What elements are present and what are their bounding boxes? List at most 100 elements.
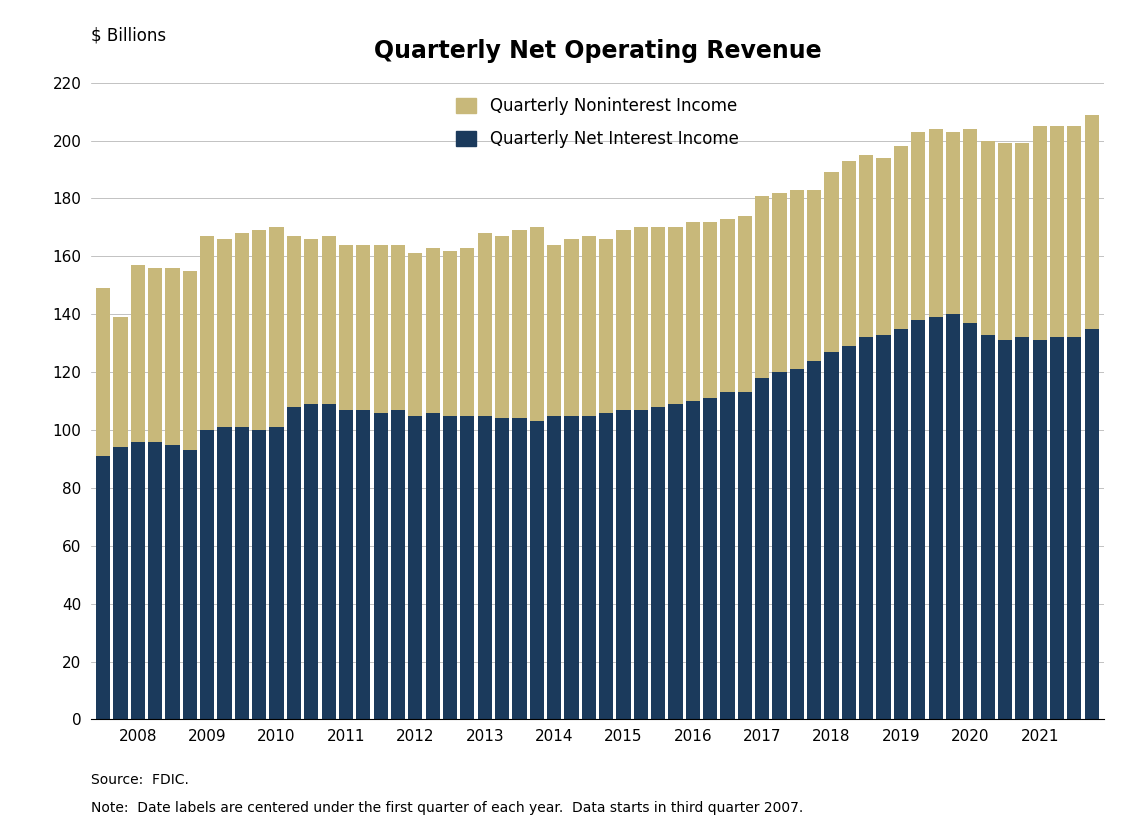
Bar [1050, 337, 1064, 719]
Bar [807, 189, 822, 361]
Bar [737, 216, 752, 393]
Bar [234, 427, 249, 719]
Bar [634, 409, 648, 719]
Bar [529, 227, 544, 422]
Bar [1032, 341, 1047, 719]
Bar [842, 346, 856, 719]
Bar [617, 230, 630, 409]
Bar [859, 337, 873, 719]
Bar [981, 141, 995, 334]
Bar [495, 237, 509, 418]
Bar [1015, 337, 1030, 719]
Bar [720, 393, 735, 719]
Bar [148, 268, 163, 442]
Bar [409, 253, 422, 415]
Bar [686, 222, 700, 401]
Bar [1067, 126, 1081, 337]
Bar [1050, 126, 1064, 337]
Bar [981, 334, 995, 719]
Bar [460, 248, 475, 415]
Bar [582, 415, 596, 719]
Bar [339, 409, 353, 719]
Bar [876, 158, 891, 334]
Bar [634, 227, 648, 409]
Bar [929, 129, 942, 318]
Bar [824, 352, 839, 719]
Bar [599, 239, 613, 413]
Bar [998, 144, 1012, 341]
Bar [720, 218, 735, 393]
Bar [912, 320, 925, 719]
Bar [686, 401, 700, 719]
Bar [270, 427, 283, 719]
Bar [234, 233, 249, 427]
Bar [253, 430, 266, 719]
Bar [893, 146, 908, 328]
Bar [322, 237, 336, 404]
Bar [287, 407, 302, 719]
Bar [131, 442, 145, 719]
Bar [356, 409, 371, 719]
Bar [409, 415, 422, 719]
Bar [200, 430, 214, 719]
Bar [929, 318, 942, 719]
Bar [443, 415, 457, 719]
Legend: Quarterly Noninterest Income, Quarterly Net Interest Income: Quarterly Noninterest Income, Quarterly … [456, 98, 739, 148]
Bar [512, 418, 527, 719]
Bar [443, 251, 457, 415]
Bar [460, 415, 475, 719]
Bar [131, 265, 145, 442]
Bar [599, 413, 613, 719]
Bar [304, 239, 319, 404]
Bar [1085, 114, 1099, 328]
Bar [737, 393, 752, 719]
Bar [426, 248, 439, 413]
Bar [495, 418, 509, 719]
Bar [547, 245, 561, 415]
Bar [183, 271, 197, 450]
Bar [651, 407, 666, 719]
Bar [668, 227, 683, 404]
Bar [756, 195, 769, 378]
Bar [703, 222, 717, 399]
Bar [373, 245, 388, 413]
Bar [512, 230, 527, 418]
Bar [114, 447, 127, 719]
Bar [703, 399, 717, 719]
Bar [790, 369, 805, 719]
Bar [582, 237, 596, 415]
Bar [148, 442, 163, 719]
Bar [390, 245, 405, 409]
Bar [998, 341, 1012, 719]
Bar [217, 427, 232, 719]
Bar [390, 409, 405, 719]
Bar [322, 404, 336, 719]
Bar [165, 268, 180, 445]
Bar [478, 233, 492, 415]
Bar [773, 372, 786, 719]
Bar [217, 239, 232, 427]
Text: $ Billions: $ Billions [91, 26, 166, 45]
Bar [807, 361, 822, 719]
Bar [946, 131, 960, 314]
Bar [790, 189, 805, 369]
Bar [893, 328, 908, 719]
Bar [1085, 328, 1099, 719]
Bar [287, 237, 302, 407]
Title: Quarterly Net Operating Revenue: Quarterly Net Operating Revenue [373, 39, 822, 63]
Bar [304, 404, 319, 719]
Bar [668, 404, 683, 719]
Text: Note:  Date labels are centered under the first quarter of each year.  Data star: Note: Date labels are centered under the… [91, 801, 803, 815]
Bar [547, 415, 561, 719]
Bar [651, 227, 666, 407]
Bar [529, 422, 544, 719]
Bar [859, 155, 873, 337]
Bar [270, 227, 283, 427]
Bar [339, 245, 353, 409]
Bar [876, 334, 891, 719]
Text: Source:  FDIC.: Source: FDIC. [91, 773, 189, 787]
Bar [617, 409, 630, 719]
Bar [963, 129, 978, 323]
Bar [912, 131, 925, 320]
Bar [426, 413, 439, 719]
